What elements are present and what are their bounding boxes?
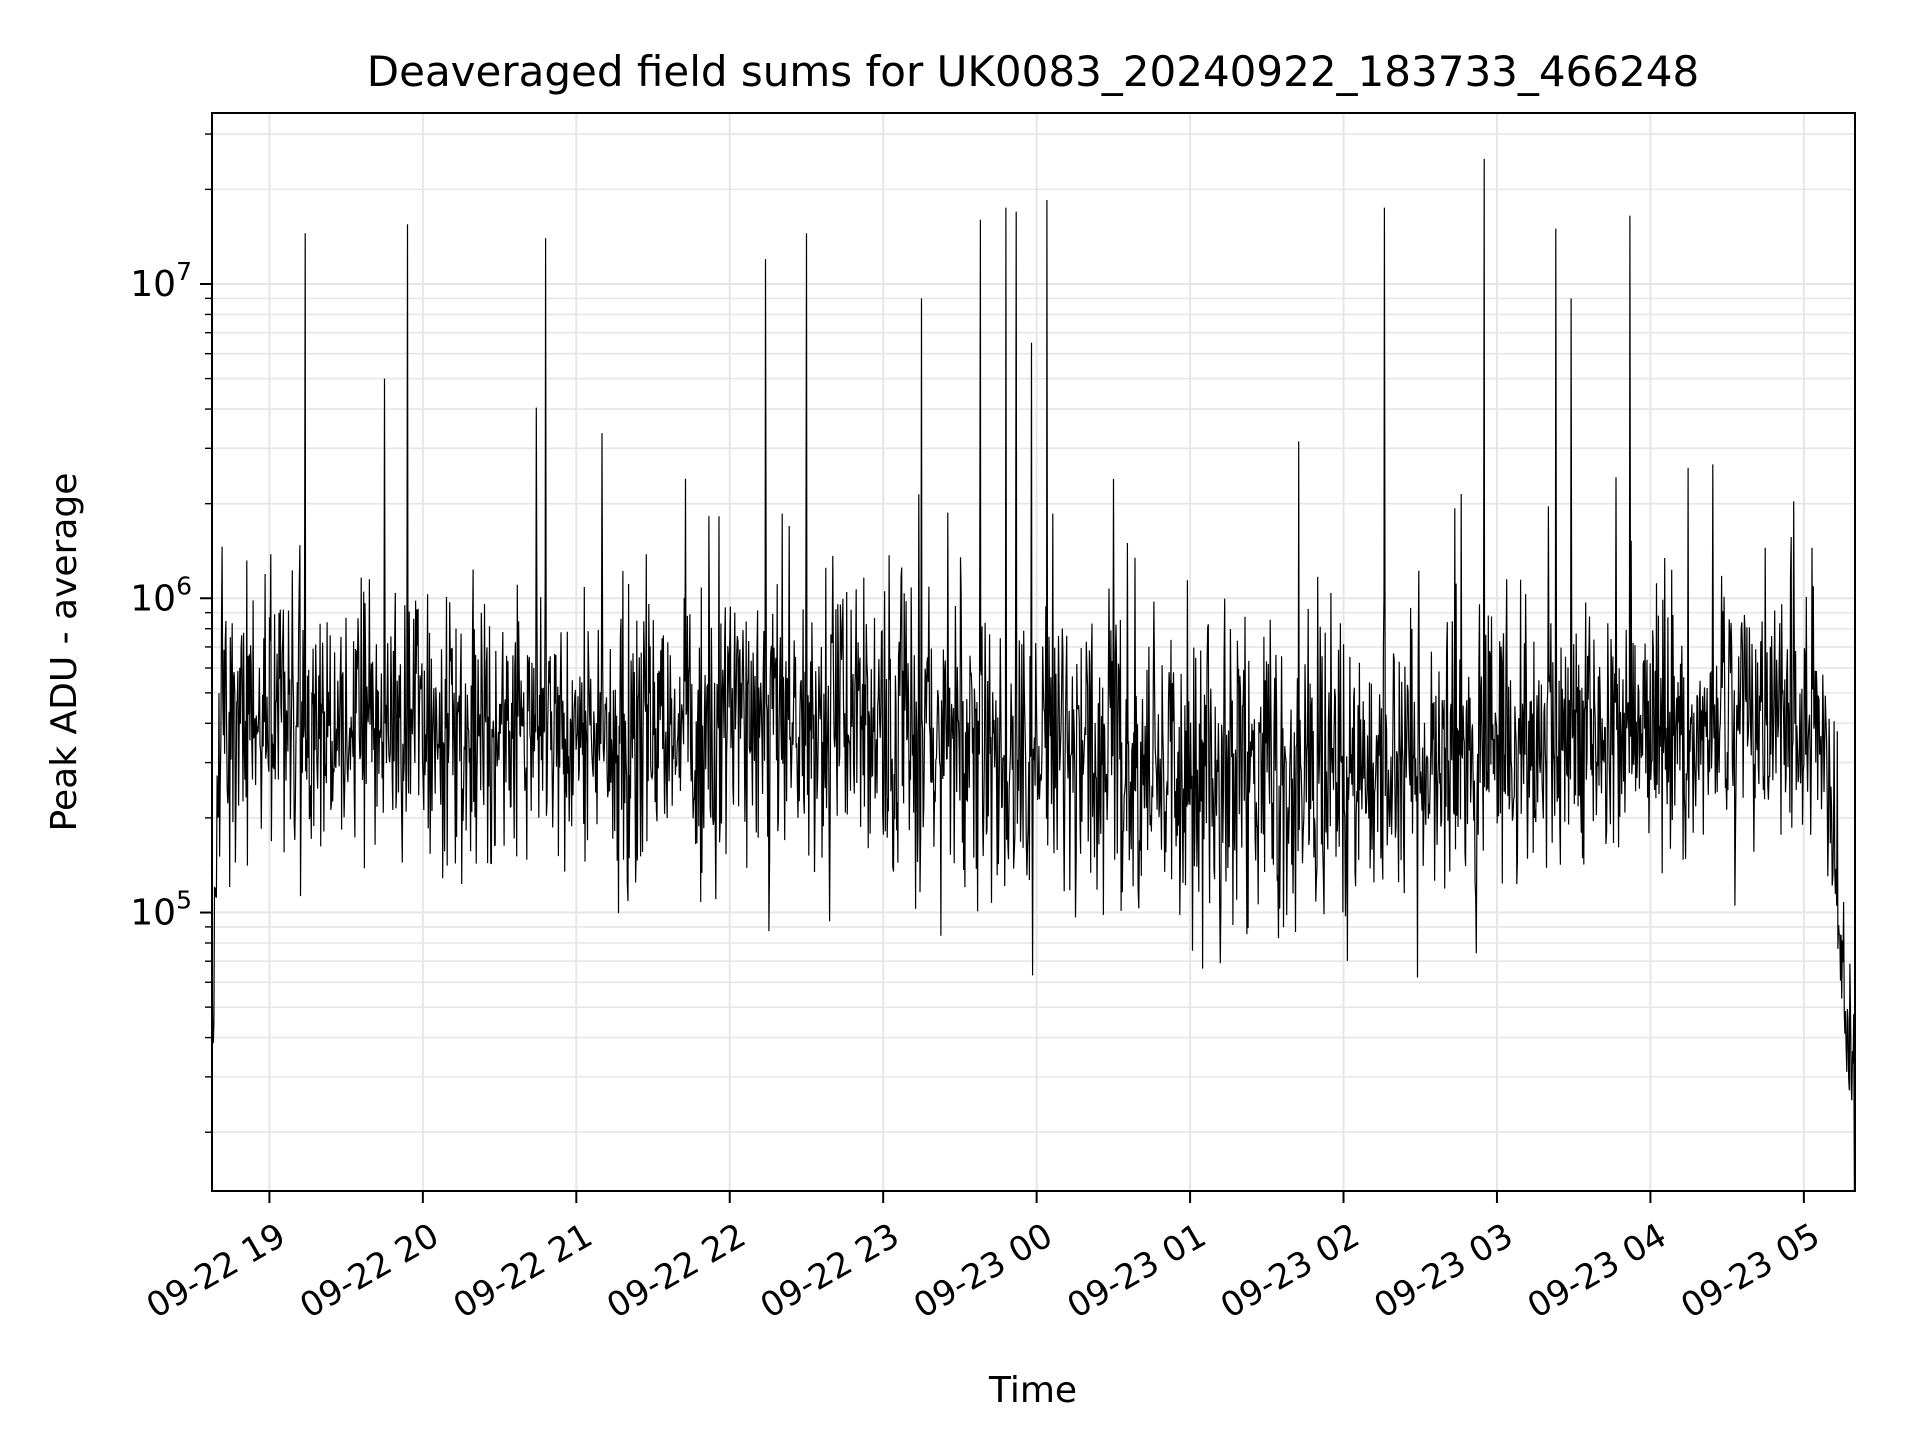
y-tick-label: 107: [130, 257, 192, 305]
series-line: [212, 158, 1855, 1191]
data-area: [212, 158, 1855, 1191]
y-tick-label-exponent: 7: [176, 257, 192, 286]
y-tick-label-base: 10: [130, 893, 176, 934]
plot-frame: [211, 112, 1856, 1192]
y-tick-label: 105: [130, 886, 192, 934]
y-tick-label-exponent: 6: [176, 571, 192, 600]
y-tick-label-base: 10: [130, 578, 176, 619]
y-tick-label: 106: [130, 571, 192, 619]
y-tick-label-base: 10: [130, 264, 176, 305]
x-axis-label: Time: [988, 1370, 1077, 1411]
y-tick-label-exponent: 5: [176, 886, 192, 915]
y-axis-label: Peak ADU - average: [44, 473, 85, 832]
chart-title: Deaveraged field sums for UK0083_2024092…: [367, 47, 1699, 96]
